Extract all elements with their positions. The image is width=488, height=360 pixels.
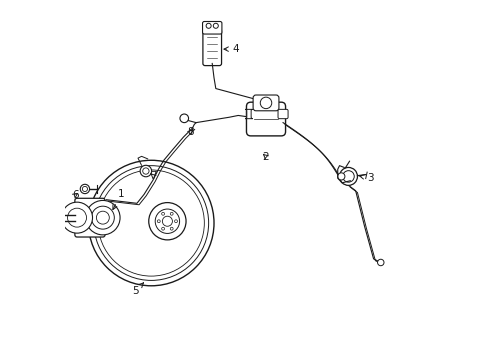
Circle shape [213,23,218,28]
FancyBboxPatch shape [245,109,252,119]
Circle shape [170,212,173,215]
Text: 3: 3 [359,173,372,183]
Circle shape [82,186,87,192]
Text: 6: 6 [72,190,79,200]
Circle shape [206,23,211,28]
Circle shape [67,208,86,227]
FancyBboxPatch shape [253,95,278,111]
Circle shape [88,160,214,286]
FancyBboxPatch shape [278,109,287,119]
FancyBboxPatch shape [246,102,285,136]
Circle shape [337,173,344,180]
Text: 2: 2 [262,152,269,162]
Text: 8: 8 [187,127,194,136]
Circle shape [162,227,164,230]
Circle shape [155,209,179,233]
Circle shape [162,212,164,215]
Circle shape [260,97,271,109]
Circle shape [85,201,120,235]
FancyBboxPatch shape [75,198,105,237]
Text: 5: 5 [132,283,143,296]
Circle shape [180,114,188,123]
Circle shape [96,211,109,224]
Circle shape [98,170,204,276]
FancyBboxPatch shape [202,22,222,34]
Circle shape [377,259,383,266]
Circle shape [339,167,357,185]
Circle shape [342,171,353,182]
Circle shape [162,216,172,226]
Circle shape [94,166,208,280]
Circle shape [157,220,160,223]
FancyBboxPatch shape [203,29,221,66]
Circle shape [91,206,114,229]
Text: 7: 7 [149,171,156,181]
Text: 1: 1 [113,189,124,210]
Circle shape [80,184,89,194]
Circle shape [140,165,151,177]
Circle shape [170,227,173,230]
Circle shape [142,168,149,174]
Text: 4: 4 [224,44,238,54]
Circle shape [61,202,92,233]
Circle shape [148,203,185,240]
Circle shape [174,220,177,223]
